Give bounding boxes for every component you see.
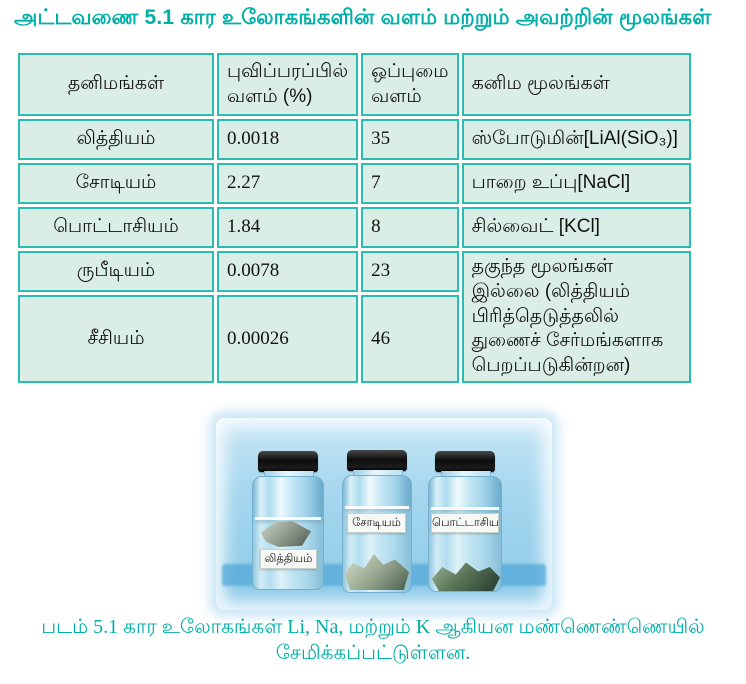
cell-relative: 7 xyxy=(361,163,459,204)
cell-relative: 8 xyxy=(361,207,459,248)
cell-abundance: 1.84 xyxy=(217,207,359,248)
bottle-cap xyxy=(347,450,407,471)
cell-abundance: 0.0018 xyxy=(217,119,359,160)
cell-element: ருபீடியம் xyxy=(18,251,214,292)
bottle-cap xyxy=(435,451,495,472)
table-header-row: தனிமங்கள் புவிப்பரப்பில் வளம் (%) ஒப்பும… xyxy=(18,53,691,116)
cell-source: ஸ்போடுமின்[LiAl(SiO₃)] xyxy=(461,119,691,160)
cell-source-merged: தகுந்த மூலங்கள் இல்லை (லித்தியம் பிரித்த… xyxy=(461,251,691,383)
caption-line-2: சேமிக்கப்பட்டுள்ளன. xyxy=(275,642,471,664)
cell-abundance: 0.00026 xyxy=(217,295,359,383)
table-row: லித்தியம் 0.0018 35 ஸ்போடுமின்[LiAl(SiO₃… xyxy=(18,119,691,160)
cell-source: சில்வைட் [KCl] xyxy=(461,207,691,248)
cell-relative: 23 xyxy=(361,251,459,292)
bottle-neck xyxy=(353,470,403,477)
table-row: சீசியம் 0.00026 46 xyxy=(18,295,691,383)
cell-source: பாறை உப்பு[NaCl] xyxy=(461,163,691,204)
sodium-bottle: சோடியம் xyxy=(342,450,412,593)
cell-element: சீசியம் xyxy=(18,295,214,383)
liquid-surface-line xyxy=(345,506,409,509)
cell-element: பொட்டாசியம் xyxy=(18,207,214,248)
caption-line-1: படம் 5.1 கார உலோகங்கள் Li, Na, மற்றும் K… xyxy=(41,616,705,638)
table-title: அட்டவணை 5.1 கார உலோகங்களின் வளம் மற்றும்… xyxy=(14,6,712,29)
figure-caption: படம் 5.1 கார உலோகங்கள் Li, Na, மற்றும் K… xyxy=(0,614,746,666)
bottle-body xyxy=(252,476,324,590)
header-elements: தனிமங்கள் xyxy=(18,53,214,116)
cell-relative: 35 xyxy=(361,119,459,160)
bottle-cap xyxy=(258,451,318,472)
bottle-neck xyxy=(441,471,491,478)
bottles-photo: லித்தியம் சோடியம் பொட்டாசியம் xyxy=(216,418,552,610)
alkali-metals-table: தனிமங்கள் புவிப்பரப்பில் வளம் (%) ஒப்பும… xyxy=(15,50,694,386)
table-row: சோடியம் 2.27 7 பாறை உப்பு[NaCl] xyxy=(18,163,691,204)
cell-relative: 46 xyxy=(361,295,459,383)
bottle-label-potassium: பொட்டாசியம் xyxy=(431,513,499,533)
bottle-label-lithium: லித்தியம் xyxy=(260,549,317,569)
bottle-neck xyxy=(264,471,314,478)
bottle-body xyxy=(428,476,502,592)
liquid-surface-line xyxy=(255,517,321,520)
bottle-label-sodium: சோடியம் xyxy=(347,513,406,533)
cell-element: லித்தியம் xyxy=(18,119,214,160)
header-crust-abundance: புவிப்பரப்பில் வளம் (%) xyxy=(217,53,359,116)
header-mineral-sources: கனிம மூலங்கள் xyxy=(461,53,691,116)
cell-abundance: 0.0078 xyxy=(217,251,359,292)
bottle-body xyxy=(342,475,412,593)
table-row: ருபீடியம் 0.0078 23 தகுந்த மூலங்கள் இல்ல… xyxy=(18,251,691,383)
cell-element: சோடியம் xyxy=(18,163,214,204)
potassium-bottle: பொட்டாசியம் xyxy=(428,451,502,592)
lithium-bottle: லித்தியம் xyxy=(252,451,324,590)
liquid-surface-line xyxy=(431,507,499,510)
table-row: பொட்டாசியம் 1.84 8 சில்வைட் [KCl] xyxy=(18,207,691,248)
cell-abundance: 2.27 xyxy=(217,163,359,204)
header-relative-abundance: ஒப்புமை வளம் xyxy=(361,53,459,116)
